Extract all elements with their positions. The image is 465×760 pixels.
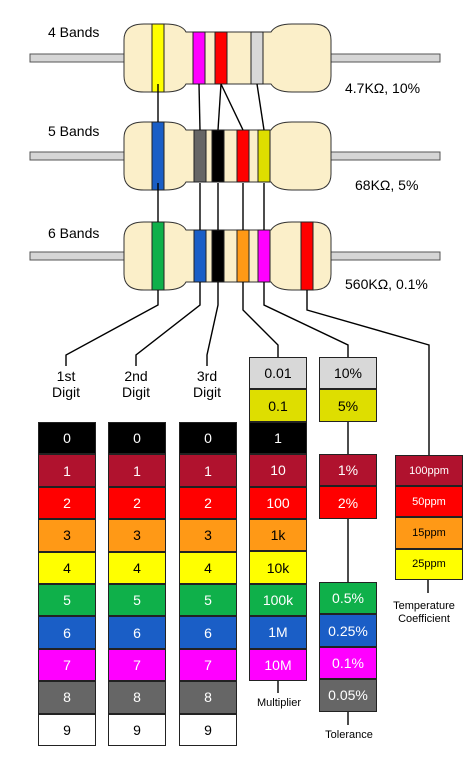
first-digit-grey-cell: 8 <box>38 681 96 714</box>
connector-band4-to-table <box>242 282 279 357</box>
third-digit-blue-cell: 6 <box>179 616 237 649</box>
second-digit-yellow-cell: 4 <box>108 551 166 584</box>
tolerance-gold-cell: 5% <box>319 389 377 422</box>
multiplier-red-cell: 100 <box>249 486 307 519</box>
third-digit-brown-cell: 1 <box>179 454 237 487</box>
resistor-6band-label: 6 Bands <box>48 225 100 241</box>
connector-band3-to-table <box>206 282 219 366</box>
second-digit-header: 2nd Digit <box>108 368 164 400</box>
multiplier-violet-cell: 10M <box>249 648 307 681</box>
first-digit-header: 1st Digit <box>38 368 94 400</box>
resistor-6band-value: 560KΩ, 0.1% <box>345 276 428 292</box>
tolerance-red-cell: 2% <box>319 486 377 519</box>
third-digit-header-text: 3rd Digit <box>192 368 221 400</box>
first-digit-orange-cell: 3 <box>38 519 96 552</box>
connector-band2-to-table <box>135 282 201 366</box>
third-digit-white-cell: 9 <box>179 713 237 746</box>
resistor-6band-band-2 <box>193 229 207 283</box>
third-digit-orange-cell: 3 <box>179 519 237 552</box>
first-digit-green-cell: 5 <box>38 584 96 617</box>
connector-4to5-band2 <box>198 83 201 131</box>
multiplier-green-cell: 100k <box>249 583 307 617</box>
resistor-4band-band-2 <box>192 31 206 85</box>
first-digit-white-cell: 9 <box>38 713 96 746</box>
tempco-caption: Temperature Coefficient <box>393 600 455 625</box>
second-digit-grey-cell: 8 <box>108 681 166 714</box>
tempco-yellow-cell: 25ppm <box>395 548 463 580</box>
second-digit-black-cell: 0 <box>108 422 166 455</box>
resistor-4band-value: 4.7KΩ, 10% <box>345 80 421 96</box>
resistor-6band-band-1 <box>151 221 165 291</box>
resistor-4band-label: 4 Bands <box>48 24 100 40</box>
first-digit-violet-cell: 7 <box>38 648 96 682</box>
resistor-6band-band-6 <box>300 221 314 291</box>
tolerance-grey-cell: 0.05% <box>319 679 377 712</box>
connector-band5-to-table <box>263 282 349 357</box>
resistor-5band-band-2 <box>193 129 207 183</box>
first-digit-brown-cell: 1 <box>38 454 96 487</box>
tolerance-brown-cell: 1% <box>319 454 377 487</box>
second-digit-header-text: 2nd Digit <box>121 368 150 400</box>
multiplier-orange-cell: 1k <box>249 519 307 552</box>
connector-4to5-band3 <box>217 83 222 131</box>
resistor-5band-body <box>123 121 332 191</box>
first-digit-header-text: 1st Digit <box>51 368 80 400</box>
second-digit-white-cell: 9 <box>108 713 166 746</box>
third-digit-yellow-cell: 4 <box>179 551 237 584</box>
resistor-5band-band-4 <box>236 129 250 183</box>
resistor-5band-band-5 <box>257 129 271 183</box>
tolerance-blue-cell: 0.25% <box>319 614 377 647</box>
tempco-orange-cell: 15ppm <box>395 517 463 549</box>
multiplier-gold-cell: 0.1 <box>249 389 307 422</box>
tolerance-silver-cell: 10% <box>319 357 377 390</box>
first-digit-red-cell: 2 <box>38 486 96 520</box>
resistor-6band-band-3 <box>211 229 225 283</box>
tolerance-green-cell: 0.5% <box>319 582 377 615</box>
first-digit-blue-cell: 6 <box>38 616 96 649</box>
second-digit-orange-cell: 3 <box>108 519 166 552</box>
resistor-6band-band-5 <box>257 229 271 283</box>
connector-band1-to-table <box>65 290 159 366</box>
third-digit-green-cell: 5 <box>179 584 237 617</box>
second-digit-blue-cell: 6 <box>108 616 166 649</box>
multiplier-blue-cell: 1M <box>249 616 307 649</box>
multiplier-yellow-cell: 10k <box>249 551 307 584</box>
connector-4to5-band5 <box>256 83 265 131</box>
resistor-4band-band-4 <box>250 31 264 85</box>
third-digit-black-cell: 0 <box>179 422 237 455</box>
resistor-4band-band-3 <box>214 31 228 85</box>
multiplier-silver-cell: 0.01 <box>249 357 307 390</box>
first-digit-black-cell: 0 <box>38 422 96 455</box>
resistor-5band-value: 68KΩ, 5% <box>355 177 419 193</box>
third-digit-grey-cell: 8 <box>179 681 237 714</box>
resistor-5band-label: 5 Bands <box>48 123 100 139</box>
resistor-5band-band-1 <box>151 121 165 191</box>
tempco-brown-cell: 100ppm <box>395 455 463 487</box>
first-digit-yellow-cell: 4 <box>38 551 96 584</box>
resistor-5band-band-3 <box>211 129 225 183</box>
tolerance-caption: Tolerance <box>325 729 373 741</box>
third-digit-red-cell: 2 <box>179 486 237 520</box>
multiplier-brown-cell: 10 <box>249 454 307 487</box>
tolerance-violet-cell: 0.1% <box>319 646 377 680</box>
resistor-6band-band-4 <box>236 229 250 283</box>
multiplier-caption: Multiplier <box>256 697 301 709</box>
second-digit-green-cell: 5 <box>108 584 166 617</box>
second-digit-violet-cell: 7 <box>108 648 166 682</box>
third-digit-header: 3rd Digit <box>179 368 235 400</box>
tempco-red-cell: 50ppm <box>395 486 463 518</box>
second-digit-red-cell: 2 <box>108 486 166 520</box>
second-digit-brown-cell: 1 <box>108 454 166 487</box>
connector-4to5-band4 <box>220 83 244 131</box>
resistor-4band-band-1 <box>151 23 165 93</box>
third-digit-violet-cell: 7 <box>179 648 237 682</box>
connector-band6-to-table <box>306 290 430 455</box>
multiplier-black-cell: 1 <box>249 421 307 455</box>
